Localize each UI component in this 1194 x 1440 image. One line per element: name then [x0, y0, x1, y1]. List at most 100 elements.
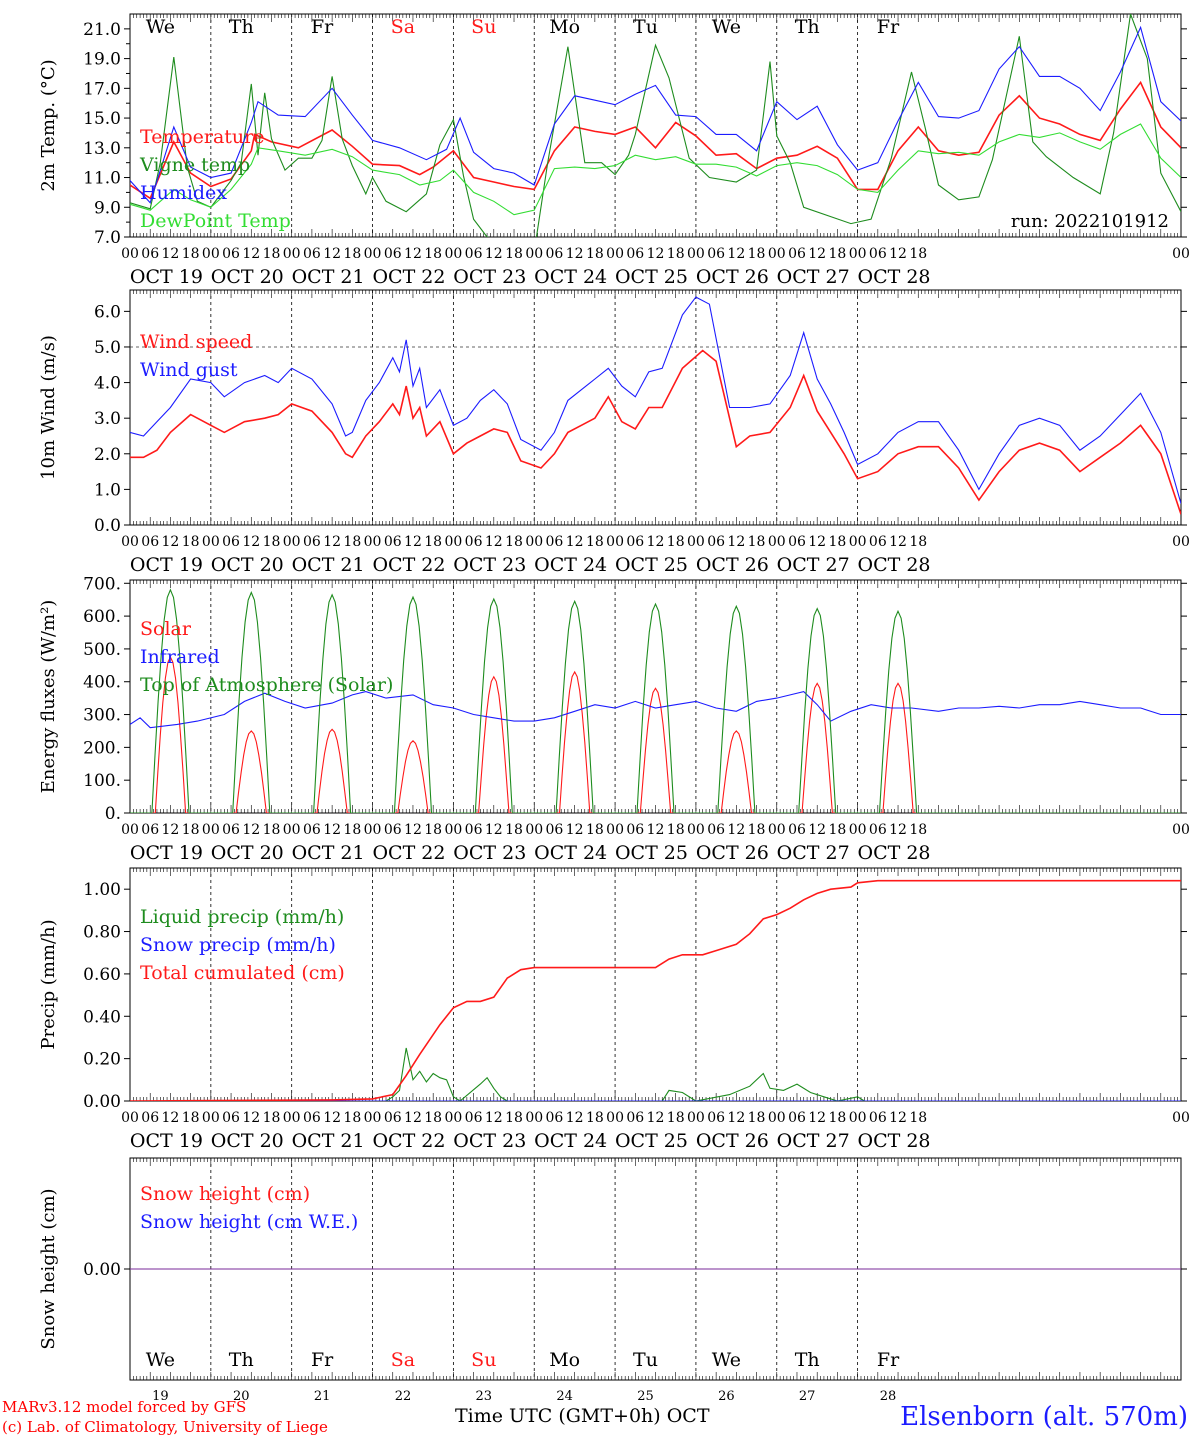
- series-dewpoint-temp: [130, 123, 1181, 216]
- y-tick-label: 21.0: [83, 20, 121, 40]
- hour-tick-label: 00: [283, 534, 301, 550]
- time-axis-label: Time UTC (GMT+0h) OCT: [455, 1405, 710, 1427]
- date-label: OCT 19: [130, 1130, 203, 1152]
- hour-tick-label: 06: [141, 822, 159, 838]
- weekday-label: Th: [229, 1349, 254, 1371]
- hour-tick-label: 00: [364, 1110, 382, 1126]
- date-label: OCT 19: [130, 842, 203, 864]
- date-label: OCT 21: [292, 554, 365, 576]
- hour-tick-label: 00: [768, 246, 786, 262]
- hour-tick-label: 18: [828, 822, 846, 838]
- hour-tick-label: 00: [283, 822, 301, 838]
- hour-tick-label: 06: [707, 822, 725, 838]
- date-label: OCT 25: [615, 554, 688, 576]
- hour-tick-label: 12: [162, 246, 180, 262]
- hour-tick-label: 12: [242, 246, 260, 262]
- hour-tick-label: 12: [323, 246, 341, 262]
- y-tick-label: 3.0: [94, 409, 121, 429]
- y-tick-label: 1.0: [94, 480, 121, 500]
- date-label: OCT 23: [453, 266, 526, 288]
- date-label: OCT 19: [130, 554, 203, 576]
- weekday-label: Su: [471, 1349, 496, 1371]
- hour-tick-label: 18: [182, 246, 200, 262]
- y-tick-label: 19.0: [83, 50, 121, 70]
- hour-tick-label: 00: [444, 1110, 462, 1126]
- panel-wind: [124, 289, 1187, 526]
- hour-tick-label: 00: [444, 822, 462, 838]
- hour-tick-label: 18: [263, 822, 281, 838]
- series-humidex: [130, 25, 1181, 204]
- hour-tick-label: 18: [505, 246, 523, 262]
- y-tick-label: 0.: [105, 804, 121, 824]
- hour-tick-label: 18: [343, 534, 361, 550]
- weekday-label: Sa: [391, 16, 415, 38]
- legend-entry: Snow precip (mm/h): [140, 934, 336, 956]
- weekday-label: We: [146, 1349, 175, 1371]
- date-label: OCT 25: [615, 266, 688, 288]
- date-label: OCT 24: [534, 842, 607, 864]
- y-tick-label: 17.0: [83, 79, 121, 99]
- y-tick-label: 11.0: [83, 169, 121, 189]
- hour-tick-label: 00: [525, 534, 543, 550]
- hour-tick-label: 12: [566, 1110, 584, 1126]
- date-label: OCT 21: [292, 266, 365, 288]
- y-tick-label: 700.: [83, 574, 121, 594]
- date-label: OCT 20: [211, 554, 284, 576]
- y-tick-label: 0.00: [83, 1260, 121, 1280]
- date-label: OCT 24: [534, 1130, 607, 1152]
- hour-tick-label: 18: [828, 534, 846, 550]
- y-tick-label: 15.0: [83, 109, 121, 129]
- hour-tick-label: 18: [667, 534, 685, 550]
- hour-tick-label: 06: [626, 534, 644, 550]
- weekday-label: Su: [471, 16, 496, 38]
- day-number-label: 19: [152, 1389, 169, 1404]
- y-tick-label: 0.60: [83, 965, 121, 985]
- series-top-of-atmosphere-solar-: [130, 588, 1181, 813]
- hour-tick-label: 00: [1172, 822, 1190, 838]
- hour-tick-label: 06: [546, 822, 564, 838]
- date-label: OCT 22: [372, 842, 445, 864]
- date-label: OCT 28: [858, 842, 931, 864]
- hour-tick-label: 06: [788, 534, 806, 550]
- hour-tick-label: 12: [566, 246, 584, 262]
- hour-tick-label: 06: [222, 822, 240, 838]
- hour-tick-label: 18: [748, 534, 766, 550]
- date-label: OCT 26: [696, 266, 769, 288]
- y-tick-label: 0.80: [83, 923, 121, 943]
- hour-tick-label: 06: [222, 1110, 240, 1126]
- date-label: OCT 22: [372, 1130, 445, 1152]
- panel-precip: [124, 867, 1187, 1102]
- day-number-label: 23: [476, 1389, 493, 1404]
- hour-tick-label: 18: [748, 246, 766, 262]
- date-label: OCT 28: [858, 1130, 931, 1152]
- hour-tick-label: 12: [485, 822, 503, 838]
- hour-tick-label: 18: [505, 822, 523, 838]
- y-tick-label: 2.0: [94, 445, 121, 465]
- hour-tick-label: 18: [263, 1110, 281, 1126]
- series-total-cumulated-cm-: [130, 879, 1181, 1101]
- hour-tick-label: 00: [687, 1110, 705, 1126]
- hour-tick-label: 00: [687, 822, 705, 838]
- hour-tick-label: 12: [727, 1110, 745, 1126]
- y-tick-label: 200.: [83, 738, 121, 758]
- hour-tick-label: 18: [909, 534, 927, 550]
- date-label: OCT 28: [858, 554, 931, 576]
- hour-tick-label: 12: [566, 822, 584, 838]
- hour-tick-label: 00: [606, 246, 624, 262]
- hour-tick-label: 18: [667, 246, 685, 262]
- hour-tick-label: 12: [485, 1110, 503, 1126]
- series-temperature: [130, 80, 1181, 200]
- weekday-label: Sa: [391, 1349, 415, 1371]
- hour-tick-label: 18: [263, 534, 281, 550]
- series-infrared: [130, 690, 1181, 729]
- hour-tick-label: 18: [828, 246, 846, 262]
- hour-tick-label: 18: [748, 1110, 766, 1126]
- hour-tick-label: 06: [869, 246, 887, 262]
- day-number-label: 25: [637, 1389, 654, 1404]
- hour-tick-label: 00: [525, 1110, 543, 1126]
- hour-tick-label: 06: [303, 1110, 321, 1126]
- hour-tick-label: 00: [444, 534, 462, 550]
- date-label: OCT 23: [453, 1130, 526, 1152]
- date-label: OCT 27: [777, 266, 850, 288]
- hour-tick-label: 18: [586, 534, 604, 550]
